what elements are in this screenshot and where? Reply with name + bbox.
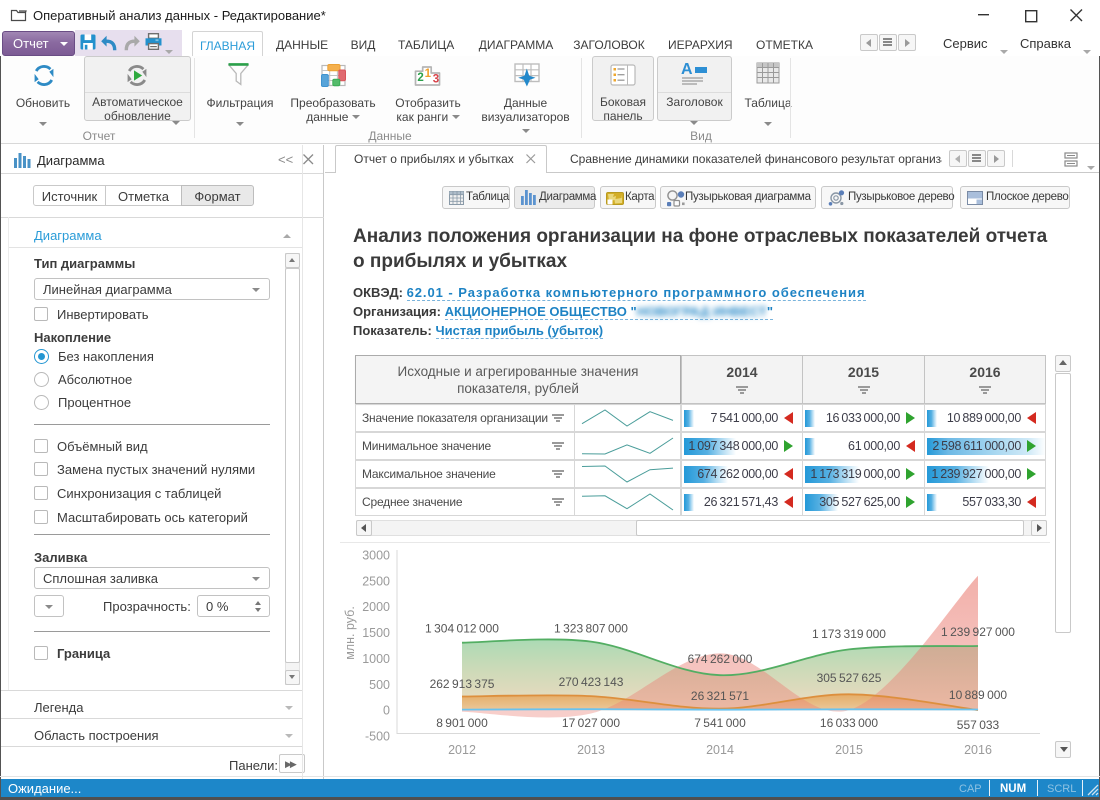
svg-text:2014: 2014 bbox=[706, 743, 734, 757]
svg-text:7 541 000: 7 541 000 bbox=[694, 716, 746, 730]
svg-text:2500: 2500 bbox=[362, 574, 390, 588]
svg-text:3000: 3000 bbox=[362, 549, 390, 563]
svg-text:1 239 927 000: 1 239 927 000 bbox=[941, 625, 1015, 639]
svg-text:8 901 000: 8 901 000 bbox=[436, 716, 488, 730]
svg-text:1500: 1500 bbox=[362, 626, 390, 640]
svg-text:1: 1 bbox=[425, 68, 432, 80]
svg-text:2015: 2015 bbox=[835, 743, 863, 757]
svg-text:1 173 319 000: 1 173 319 000 bbox=[812, 627, 886, 641]
svg-text:0: 0 bbox=[383, 704, 390, 718]
svg-text:1 323 807 000: 1 323 807 000 bbox=[554, 622, 628, 636]
svg-text:10 889 000: 10 889 000 bbox=[949, 688, 1008, 702]
svg-text:2013: 2013 bbox=[577, 743, 605, 757]
svg-text:2000: 2000 bbox=[362, 600, 390, 614]
svg-text:3: 3 bbox=[433, 74, 439, 86]
svg-text:262 913 375: 262 913 375 bbox=[430, 677, 495, 691]
svg-text:2012: 2012 bbox=[448, 743, 476, 757]
svg-text:1 304 012 000: 1 304 012 000 bbox=[425, 622, 499, 636]
svg-text:26 321 571: 26 321 571 bbox=[691, 689, 750, 703]
svg-text:-500: -500 bbox=[365, 730, 390, 744]
svg-text:500: 500 bbox=[369, 678, 390, 692]
svg-text:270 423 143: 270 423 143 bbox=[559, 675, 624, 689]
svg-text:1000: 1000 bbox=[362, 652, 390, 666]
svg-text:557 033: 557 033 bbox=[957, 718, 1000, 732]
svg-text:млн. руб.: млн. руб. bbox=[343, 606, 357, 660]
svg-text:674 262 000: 674 262 000 bbox=[688, 652, 753, 666]
svg-text:2016: 2016 bbox=[964, 743, 992, 757]
svg-text:A: A bbox=[681, 61, 693, 78]
svg-text:305 527 625: 305 527 625 bbox=[817, 671, 882, 685]
svg-text:17 027 000: 17 027 000 bbox=[562, 716, 621, 730]
svg-text:2: 2 bbox=[417, 72, 423, 84]
svg-text:16 033 000: 16 033 000 bbox=[820, 716, 879, 730]
